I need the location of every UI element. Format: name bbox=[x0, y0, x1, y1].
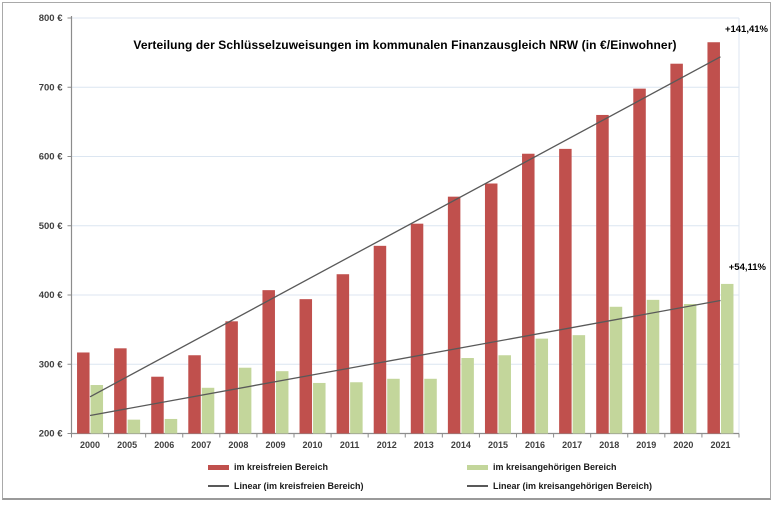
svg-text:2011: 2011 bbox=[340, 440, 360, 450]
svg-text:500 €: 500 € bbox=[39, 221, 63, 232]
svg-text:200 €: 200 € bbox=[39, 429, 63, 440]
svg-text:2016: 2016 bbox=[525, 440, 545, 450]
svg-text:2021: 2021 bbox=[710, 440, 730, 450]
svg-text:2005: 2005 bbox=[117, 440, 137, 450]
svg-text:2015: 2015 bbox=[488, 440, 508, 450]
legend-label: im kreisfreien Bereich bbox=[234, 462, 329, 472]
legend-label: Linear (im kreisangehörigen Bereich) bbox=[493, 481, 653, 491]
legend-item-kreisangehoerig: im kreisangehörigen Bereich bbox=[467, 462, 617, 472]
legend-swatch-green-bar bbox=[467, 464, 488, 470]
legend-item-linear-kreisangehoerig: Linear (im kreisangehörigen Bereich) bbox=[467, 481, 652, 491]
annotation-kreisfrei-percent: +141,41% bbox=[724, 24, 768, 35]
legend-swatch-trendline bbox=[467, 485, 488, 487]
svg-text:700 €: 700 € bbox=[39, 82, 63, 93]
annotation-kreisangehoerig-percent: +54,11% bbox=[728, 262, 766, 273]
svg-text:800 €: 800 € bbox=[39, 13, 63, 24]
svg-text:2010: 2010 bbox=[303, 440, 323, 450]
svg-text:2006: 2006 bbox=[154, 440, 174, 450]
svg-text:2008: 2008 bbox=[228, 440, 248, 450]
svg-text:2013: 2013 bbox=[414, 440, 434, 450]
svg-text:400 €: 400 € bbox=[39, 290, 63, 301]
svg-text:2009: 2009 bbox=[265, 440, 285, 450]
svg-text:2020: 2020 bbox=[673, 440, 693, 450]
svg-text:2012: 2012 bbox=[377, 440, 397, 450]
svg-text:2007: 2007 bbox=[191, 440, 211, 450]
legend-item-linear-kreisfrei: Linear (im kreisfreien Bereich) bbox=[208, 481, 364, 491]
svg-text:2014: 2014 bbox=[451, 440, 471, 450]
legend-label: Linear (im kreisfreien Bereich) bbox=[234, 481, 364, 491]
svg-text:2019: 2019 bbox=[636, 440, 656, 450]
svg-text:2018: 2018 bbox=[599, 440, 619, 450]
legend-label: im kreisangehörigen Bereich bbox=[493, 462, 617, 472]
svg-text:2017: 2017 bbox=[562, 440, 582, 450]
chart-title: Verteilung der Schlüsselzuweisungen im k… bbox=[133, 38, 677, 52]
legend-swatch-trendline bbox=[208, 485, 229, 487]
legend-item-kreisfrei: im kreisfreien Bereich bbox=[208, 462, 328, 472]
legend-swatch-red-bar bbox=[208, 464, 229, 470]
svg-text:600 €: 600 € bbox=[39, 152, 63, 163]
svg-text:2000: 2000 bbox=[80, 440, 100, 450]
svg-text:300 €: 300 € bbox=[39, 359, 63, 370]
